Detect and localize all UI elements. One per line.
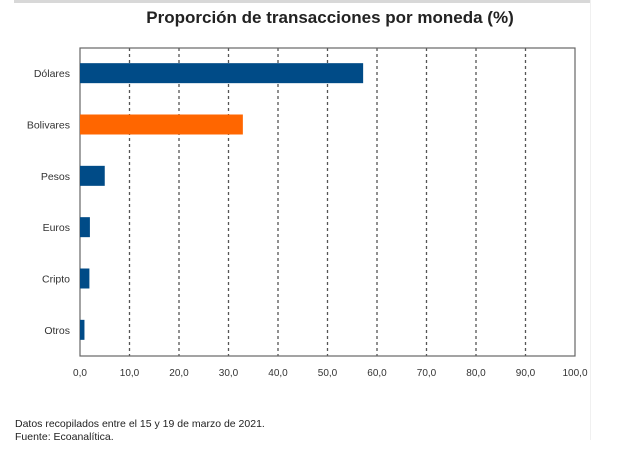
x-tick-label: 60,0 [367,368,387,379]
x-tick-label: 40,0 [268,368,288,379]
bar-chart: 0,0 10,0 20,0 30,0 40,0 50,0 60,0 70,0 80,0 90,0 1… [27,47,588,379]
bar [80,165,105,186]
category-label: Bolivares [27,120,70,132]
bar [80,114,243,135]
x-tick-label: 0,0 [73,368,87,379]
x-tick-label: 80,0 [466,368,486,379]
chart-title: Proporción de transacciones por moneda (… [146,8,514,27]
category-label: Cripto [42,274,70,286]
category-label: Euros [43,222,70,234]
category-label: Otros [44,325,70,337]
x-tick-label: 90,0 [516,368,536,379]
x-tick-label: 70,0 [417,368,437,379]
top-border [14,0,590,3]
x-tick-label: 10,0 [120,368,140,379]
category-label: Pesos [41,171,70,183]
bar [80,319,85,340]
x-tick-label: 50,0 [318,368,338,379]
x-tick-label: 20,0 [169,368,189,379]
note-data-range: Datos recopilados entre el 15 y 19 de ma… [15,418,265,430]
category-label: Dólares [34,68,70,80]
x-tick-label: 100,0 [562,368,587,379]
note-source: Fuente: Ecoanalítica. [15,431,114,443]
plot-frame [79,47,576,357]
right-border [590,0,591,440]
bar [80,268,90,289]
bar [80,217,90,238]
bar [80,63,364,84]
x-tick-label: 30,0 [219,368,239,379]
